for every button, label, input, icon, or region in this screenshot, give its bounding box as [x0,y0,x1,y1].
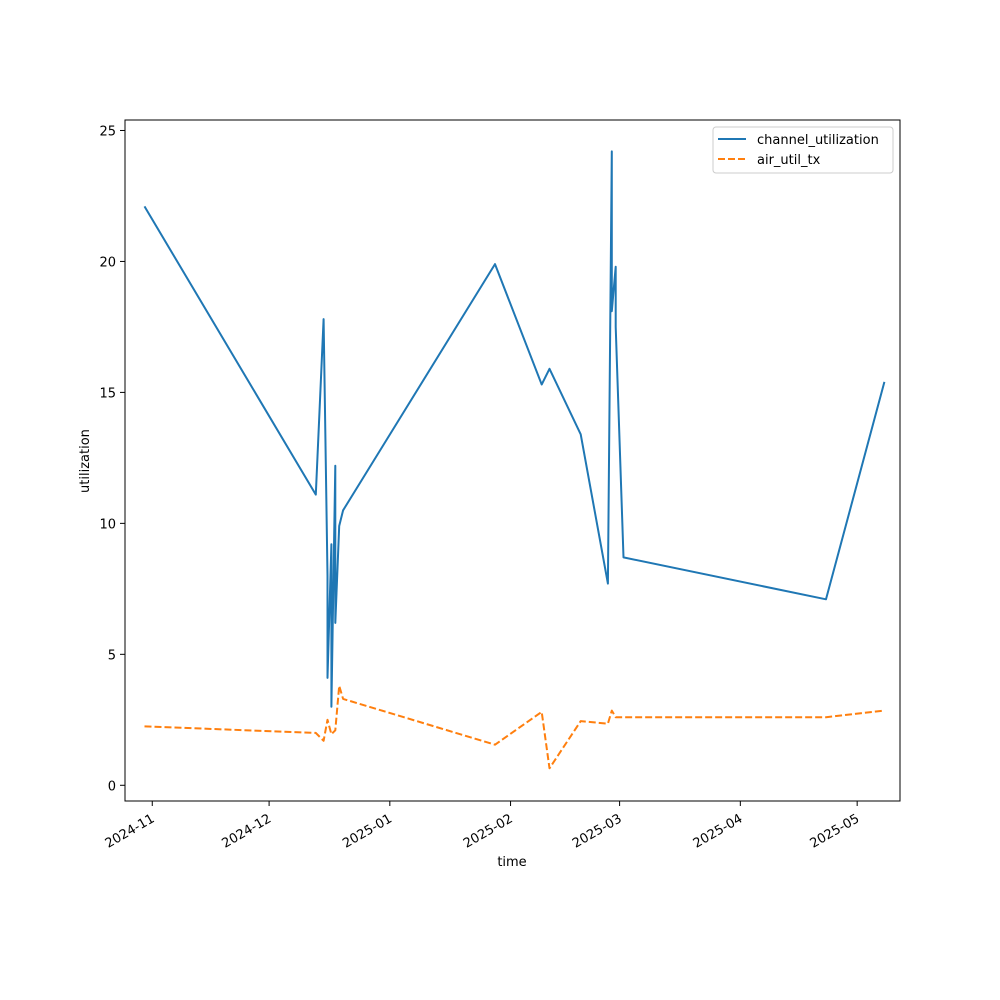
y-tick-label: 25 [99,124,116,139]
legend-label: air_util_tx [757,153,821,168]
x-axis-label: time [497,855,526,870]
y-tick-label: 15 [99,386,116,401]
series-layer [143,150,886,770]
plot-frame [124,119,901,802]
y-tick-label: 20 [99,255,116,270]
series-line-channel-utilization [143,150,886,708]
y-axis-label: utilization [78,429,93,493]
legend-box [712,126,894,174]
y-tick-label: 0 [108,779,116,794]
series-line-air-util-tx [144,684,885,770]
y-tick-label: 5 [108,648,116,663]
legend-label: channel_utilization [757,133,879,148]
y-axis: 0 5 10 15 20 25 [99,124,125,794]
y-tick-label: 10 [99,517,116,532]
legend: channel_utilization air_util_tx [712,126,894,174]
